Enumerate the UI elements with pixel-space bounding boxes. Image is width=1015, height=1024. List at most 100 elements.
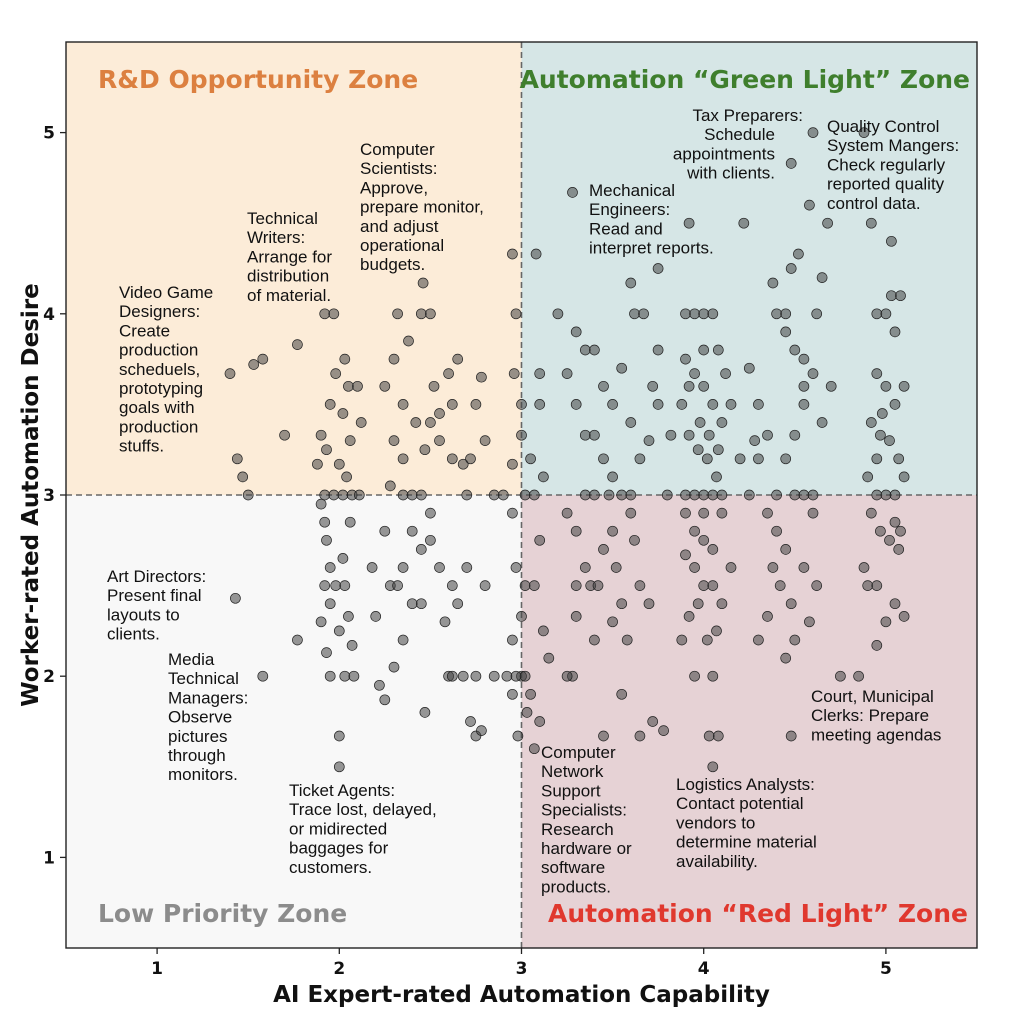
data-point bbox=[570, 399, 582, 410]
data-point bbox=[343, 611, 354, 622]
data-point bbox=[898, 380, 910, 392]
data-point bbox=[798, 380, 810, 392]
data-point bbox=[716, 507, 728, 519]
data-point bbox=[774, 580, 786, 591]
data-point bbox=[333, 730, 345, 742]
data-point bbox=[339, 580, 351, 591]
y-tick-label: 5 bbox=[43, 124, 55, 144]
annotation: Computer Network Support Specialists: Resear… bbox=[541, 743, 632, 896]
data-point bbox=[825, 380, 837, 392]
data-point bbox=[315, 616, 327, 628]
annotation: Court, Municipal Clerks: Prepare meeting a… bbox=[811, 687, 941, 744]
data-point bbox=[762, 611, 773, 622]
data-point bbox=[406, 598, 418, 610]
data-point bbox=[425, 308, 436, 320]
data-point bbox=[680, 507, 691, 519]
data-point bbox=[579, 489, 591, 501]
data-point bbox=[328, 308, 340, 320]
data-point bbox=[589, 429, 600, 441]
data-point bbox=[716, 489, 728, 501]
data-point bbox=[689, 308, 700, 320]
annotation-line: interpret reports. bbox=[589, 239, 714, 258]
data-point bbox=[570, 611, 582, 622]
y-tick-label: 3 bbox=[43, 486, 55, 506]
annotation-line: Quality Control bbox=[827, 117, 939, 136]
data-point bbox=[348, 670, 360, 682]
data-point bbox=[589, 634, 600, 646]
data-point bbox=[379, 380, 391, 392]
data-point bbox=[319, 308, 331, 320]
zone-bg-rd bbox=[66, 42, 522, 495]
data-point bbox=[716, 417, 728, 428]
data-point bbox=[749, 435, 761, 446]
data-point bbox=[512, 730, 524, 742]
data-point bbox=[341, 471, 352, 483]
data-point bbox=[607, 616, 618, 628]
data-point bbox=[889, 489, 901, 501]
data-point bbox=[337, 553, 349, 564]
data-point bbox=[707, 580, 719, 591]
annotation-line: goals with bbox=[119, 398, 195, 417]
data-point bbox=[798, 489, 810, 501]
data-point bbox=[434, 408, 445, 419]
data-point bbox=[743, 362, 755, 374]
data-point bbox=[707, 761, 719, 773]
annotation-line: operational bbox=[360, 236, 444, 255]
data-point bbox=[333, 625, 345, 637]
annotation-line: Network bbox=[541, 762, 604, 781]
data-point bbox=[370, 611, 382, 622]
data-point bbox=[538, 625, 549, 637]
data-point bbox=[465, 716, 476, 727]
data-point bbox=[807, 127, 819, 138]
data-point bbox=[476, 371, 487, 383]
annotation-line: budgets. bbox=[360, 255, 425, 274]
annotation-line: stuffs. bbox=[119, 437, 164, 456]
annotation-line: scheduels, bbox=[119, 360, 200, 379]
zone-label-red: Automation “Red Light” Zone bbox=[548, 899, 968, 928]
annotation-line: prototyping bbox=[119, 379, 203, 398]
data-point bbox=[875, 429, 886, 441]
y-tick-label: 1 bbox=[43, 848, 55, 868]
data-point bbox=[865, 417, 877, 428]
data-point bbox=[397, 634, 409, 646]
data-point bbox=[567, 187, 578, 198]
data-point bbox=[884, 534, 895, 546]
data-point bbox=[853, 670, 864, 682]
data-point bbox=[530, 248, 542, 260]
annotation-line: meeting agendas bbox=[811, 725, 941, 744]
data-point bbox=[446, 670, 458, 682]
data-point bbox=[439, 616, 451, 628]
data-point bbox=[339, 670, 351, 682]
annotation: Quality Control System Mangers: Check regu… bbox=[827, 117, 959, 213]
data-point bbox=[835, 670, 846, 682]
data-point bbox=[446, 453, 458, 465]
data-point bbox=[507, 507, 518, 519]
data-point bbox=[457, 670, 469, 682]
data-point bbox=[343, 380, 354, 392]
data-point bbox=[392, 580, 403, 591]
data-point bbox=[692, 444, 704, 456]
data-point bbox=[528, 580, 540, 591]
annotation-line: production bbox=[119, 417, 198, 436]
data-point bbox=[871, 580, 883, 591]
data-point bbox=[319, 516, 331, 528]
annotation-line: Managers: bbox=[168, 688, 248, 707]
annotation-line: Scientists: bbox=[360, 159, 437, 178]
annotation: Ticket Agents: Trace lost, delayed, or mid… bbox=[289, 781, 437, 877]
data-point bbox=[753, 634, 764, 646]
data-point bbox=[388, 661, 400, 673]
data-point bbox=[871, 640, 883, 651]
data-point bbox=[771, 489, 782, 501]
data-point bbox=[676, 634, 688, 646]
data-point bbox=[858, 127, 870, 138]
annotation-line: or midirected bbox=[289, 819, 387, 838]
data-point bbox=[476, 725, 487, 736]
data-point bbox=[707, 489, 719, 501]
annotations: Video Game Designers: Create production sche… bbox=[107, 106, 959, 896]
data-point bbox=[508, 368, 520, 379]
data-point bbox=[698, 489, 710, 501]
data-point bbox=[643, 435, 655, 446]
annotation-line: monitors. bbox=[168, 765, 238, 784]
zone-bg-low bbox=[66, 495, 522, 948]
data-point bbox=[789, 344, 801, 356]
